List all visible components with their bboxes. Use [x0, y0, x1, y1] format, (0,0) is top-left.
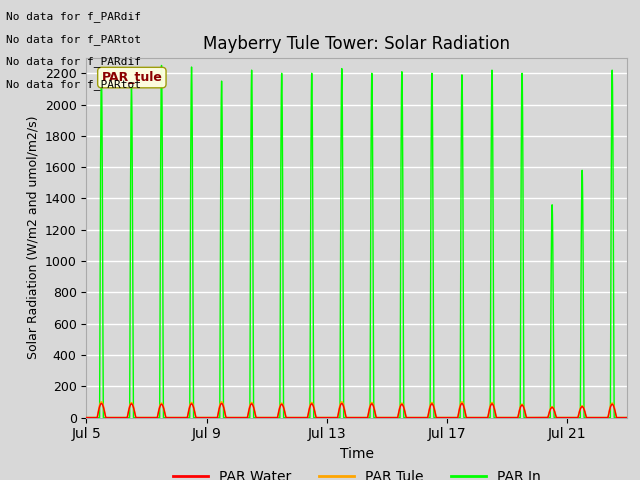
X-axis label: Time: Time — [340, 447, 374, 461]
Text: No data for f_PARtot: No data for f_PARtot — [6, 34, 141, 45]
Y-axis label: Solar Radiation (W/m2 and umol/m2/s): Solar Radiation (W/m2 and umol/m2/s) — [26, 116, 39, 360]
Text: No data for f_PARtot: No data for f_PARtot — [6, 79, 141, 90]
Text: PAR_tule: PAR_tule — [101, 71, 163, 84]
Title: Mayberry Tule Tower: Solar Radiation: Mayberry Tule Tower: Solar Radiation — [204, 35, 510, 53]
Legend: PAR Water, PAR Tule, PAR In: PAR Water, PAR Tule, PAR In — [168, 465, 546, 480]
Text: No data for f_PARdif: No data for f_PARdif — [6, 56, 141, 67]
Text: No data for f_PARdif: No data for f_PARdif — [6, 11, 141, 22]
